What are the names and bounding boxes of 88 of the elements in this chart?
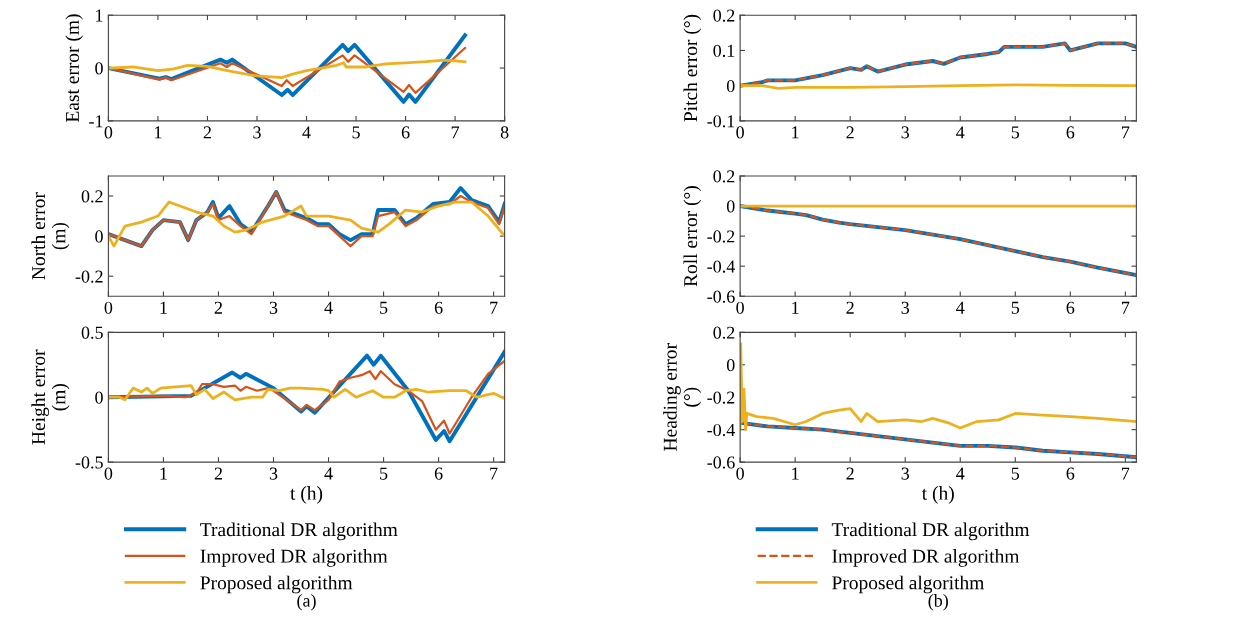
legend-label: Traditional DR algorithm [831, 522, 1030, 541]
text: (a) [297, 594, 316, 611]
x-tick-label: 7 [1122, 301, 1130, 314]
y-tick-label: -0.6 [707, 290, 735, 303]
x-tick-label: 1 [792, 467, 799, 480]
x-tick-label: 7 [490, 467, 498, 480]
y-axis-title: Height error (m) [31, 349, 70, 445]
legend-label: Traditional DR algorithm [200, 522, 398, 541]
x-tick-label: 5 [1011, 301, 1020, 314]
x-tick-label: 2 [214, 301, 222, 314]
x-axis-title: t (h) [921, 486, 954, 504]
x-tick-label: 0 [736, 301, 744, 314]
x-tick-label: 1 [792, 301, 799, 314]
x-tick-label: 7 [1122, 467, 1130, 480]
y-tick-label: -0.2 [707, 391, 735, 404]
x-tick-label: 6 [434, 467, 443, 480]
x-tick-label: 6 [1066, 301, 1075, 314]
y-tick-label: 0.2 [713, 170, 735, 183]
y-tick-label: 0.2 [81, 190, 103, 203]
y-tick-label: -0.1 [707, 115, 735, 128]
x-tick-label: 6 [401, 126, 410, 139]
x-tick-label: 3 [901, 467, 910, 480]
y-tick-label: -0.6 [707, 456, 735, 469]
x-axis-title: t (h) [290, 486, 323, 504]
legend-label: Proposed algorithm [200, 575, 353, 594]
legend-label: Proposed algorithm [832, 575, 985, 594]
x-tick-label: 1 [792, 126, 799, 139]
y-tick-label: 0 [726, 79, 735, 93]
x-tick-label: 5 [380, 301, 388, 314]
y-axis-title: Pitch error (°) [683, 14, 702, 122]
x-tick-label: 1 [160, 467, 167, 480]
y-tick-label: 0 [95, 391, 103, 404]
y-axis-title: East error (m) [65, 14, 83, 123]
x-tick-label: 3 [901, 126, 910, 139]
y-tick-label: -0.2 [707, 230, 735, 243]
x-tick-label: 4 [956, 467, 965, 480]
y-tick-label: 0.5 [81, 326, 103, 339]
text: (b) [928, 594, 948, 611]
x-tick-label: 2 [846, 126, 854, 139]
y-axis-title: North error (m) [31, 192, 70, 280]
y-tick-label: 1 [96, 9, 103, 22]
y-tick-label: 0.2 [713, 326, 735, 339]
y-tick-label: 0.1 [713, 44, 735, 57]
x-tick-label: 2 [846, 301, 854, 314]
x-tick-label: 4 [324, 467, 333, 480]
y-tick-label: 0 [726, 359, 735, 372]
x-tick-label: 3 [269, 467, 278, 480]
x-tick-label: 7 [1122, 126, 1130, 139]
x-tick-label: 6 [1066, 126, 1075, 139]
x-tick-label: 3 [269, 301, 278, 314]
x-tick-label: 5 [352, 126, 360, 139]
y-tick-label: 0.2 [713, 9, 735, 22]
y-tick-label: -1 [89, 115, 103, 128]
x-tick-label: 0 [104, 126, 113, 139]
x-tick-label: 2 [214, 467, 222, 480]
y-tick-label: 0 [726, 200, 735, 213]
x-tick-label: 5 [1011, 126, 1020, 139]
x-tick-label: 7 [451, 126, 460, 139]
y-tick-label: 0 [95, 230, 103, 243]
x-tick-label: 3 [253, 126, 261, 139]
x-tick-label: 8 [500, 126, 509, 139]
y-tick-label: -0.2 [75, 270, 103, 283]
y-axis-title: Roll error (°) [683, 186, 702, 287]
x-tick-label: 6 [434, 301, 443, 314]
x-tick-label: 0 [736, 467, 744, 480]
x-tick-label: 4 [956, 126, 965, 139]
x-tick-label: 2 [203, 126, 211, 139]
x-tick-label: 5 [380, 467, 388, 480]
x-tick-label: 1 [155, 126, 162, 139]
legend-label: Improved DR algorithm [200, 549, 388, 567]
x-tick-label: 1 [160, 301, 167, 314]
x-tick-label: 4 [302, 126, 311, 139]
y-tick-label: -0.4 [707, 423, 735, 437]
x-tick-label: 4 [324, 301, 333, 314]
x-tick-label: 6 [1066, 467, 1075, 480]
x-tick-label: 3 [901, 301, 910, 314]
x-tick-label: 0 [104, 467, 113, 480]
x-tick-label: 4 [956, 301, 965, 314]
x-tick-label: 0 [104, 301, 113, 314]
y-tick-label: 0 [95, 62, 103, 75]
y-tick-label: -0.5 [75, 456, 103, 469]
legend-label: Improved DR algorithm [832, 549, 1020, 567]
x-tick-label: 2 [846, 467, 854, 480]
y-axis-title: Heading error (°) [663, 343, 702, 451]
x-tick-label: 7 [490, 301, 498, 314]
x-tick-label: 0 [736, 126, 744, 139]
y-tick-label: -0.4 [707, 260, 735, 273]
x-tick-label: 5 [1011, 467, 1020, 480]
